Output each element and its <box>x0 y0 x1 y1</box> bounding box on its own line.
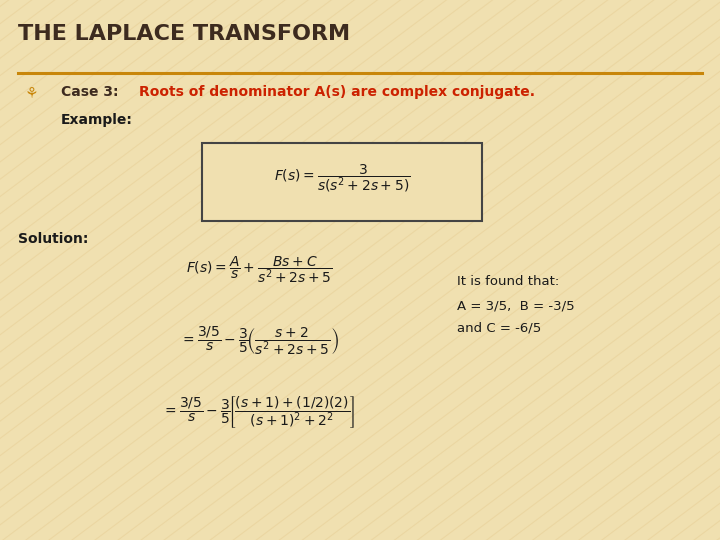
Text: and C = -6/5: and C = -6/5 <box>457 321 541 334</box>
Text: A = 3/5,  B = -3/5: A = 3/5, B = -3/5 <box>457 300 575 313</box>
Text: $=\dfrac{3/5}{s}-\dfrac{3}{5}\!\left(\dfrac{s+2}{s^2+2s+5}\right)$: $=\dfrac{3/5}{s}-\dfrac{3}{5}\!\left(\df… <box>180 324 338 357</box>
Text: Roots of denominator A(s) are complex conjugate.: Roots of denominator A(s) are complex co… <box>139 85 535 99</box>
Text: Solution:: Solution: <box>18 232 89 246</box>
FancyBboxPatch shape <box>202 143 482 221</box>
Text: Case 3:: Case 3: <box>61 85 124 99</box>
Text: $=\dfrac{3/5}{s}-\dfrac{3}{5}\!\left[\dfrac{(s+1)+(1/2)(2)}{(s+1)^2+2^2}\right]$: $=\dfrac{3/5}{s}-\dfrac{3}{5}\!\left[\df… <box>163 394 356 430</box>
Text: It is found that:: It is found that: <box>457 275 559 288</box>
Text: $\mathit{F}(s)=\dfrac{A}{s}+\dfrac{Bs+C}{s^2+2s+5}$: $\mathit{F}(s)=\dfrac{A}{s}+\dfrac{Bs+C}… <box>186 254 333 285</box>
Text: $\mathit{F}(s) = \dfrac{3}{s(s^2+2s+5)}$: $\mathit{F}(s) = \dfrac{3}{s(s^2+2s+5)}$ <box>274 162 410 194</box>
Text: THE LAPLACE TRANSFORM: THE LAPLACE TRANSFORM <box>18 24 350 44</box>
Text: Example:: Example: <box>61 113 133 127</box>
Text: ⚘: ⚘ <box>25 86 39 102</box>
